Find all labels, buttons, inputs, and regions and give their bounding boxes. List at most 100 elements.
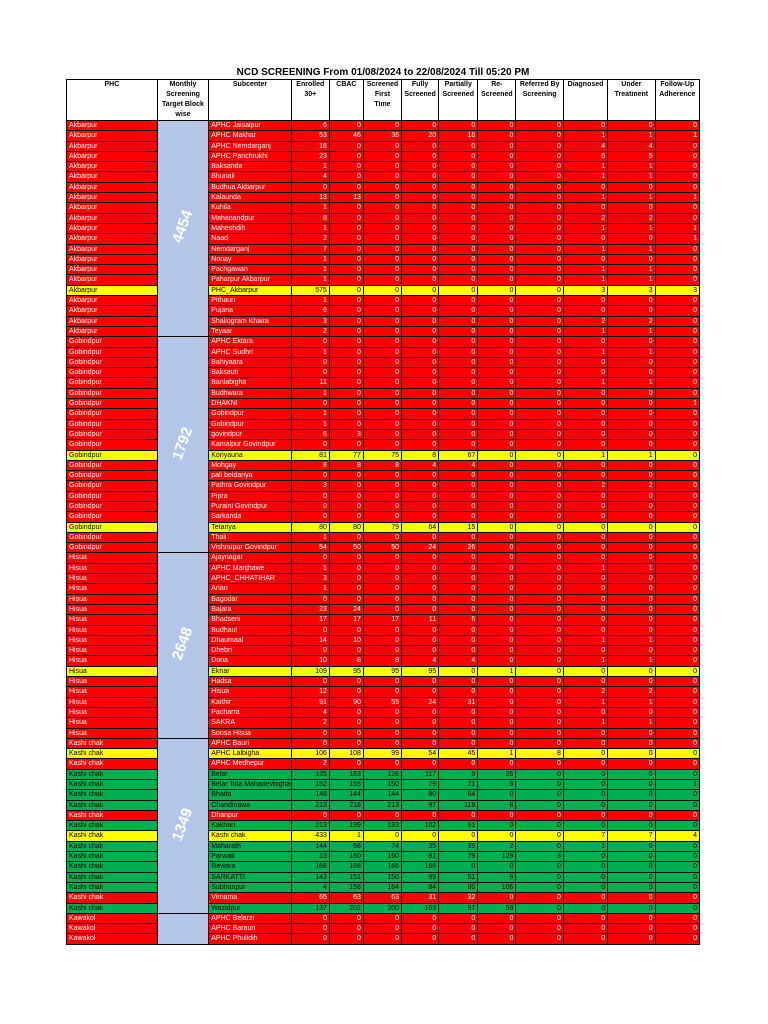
- value-cell: 0: [477, 449, 517, 461]
- ncd-screening-table: PHC Monthly Screening Target Block wise …: [66, 79, 701, 945]
- value-cell: 0: [477, 634, 517, 647]
- value-cell: 0: [562, 676, 609, 688]
- value-cell: 137: [290, 902, 330, 914]
- value-cell: 0: [515, 387, 564, 400]
- value-cell: 0: [328, 676, 364, 688]
- phc-cell: Gobindpur: [66, 480, 158, 492]
- value-cell: 0: [562, 645, 609, 657]
- value-cell: 0: [438, 150, 479, 163]
- value-cell: 0: [438, 408, 479, 420]
- value-cell: 0: [607, 181, 656, 194]
- value-cell: 0: [477, 614, 517, 626]
- value-cell: 0: [290, 367, 330, 379]
- subcenter-cell: Nonay: [208, 253, 292, 266]
- value-cell: 1: [290, 222, 330, 235]
- table-row: Gobindpur Budhwara 1 0 0 0 0 0 0 0 0 0: [66, 387, 701, 400]
- value-cell: 1: [562, 161, 609, 173]
- value-cell: 1: [562, 274, 609, 286]
- phc-cell: Akbarpur: [66, 243, 158, 255]
- subcenter-cell: APHC Panchrukhi: [208, 150, 292, 163]
- value-cell: 0: [562, 809, 609, 822]
- subcenter-cell: Bhadseni: [208, 614, 292, 626]
- subcenter-cell: APHC Medhepur: [208, 758, 292, 770]
- value-cell: 0: [401, 325, 440, 338]
- phc-cell: Akbarpur: [66, 222, 158, 235]
- value-cell: 1: [562, 655, 609, 667]
- value-cell: 0: [515, 480, 564, 492]
- value-cell: 0: [515, 933, 564, 945]
- value-cell: 4: [290, 171, 330, 183]
- value-cell: 0: [562, 428, 609, 441]
- value-cell: 0: [515, 758, 564, 770]
- value-cell: 0: [328, 480, 364, 492]
- subcenter-cell: APHC Jaisalpur: [208, 119, 292, 132]
- value-cell: 0: [362, 119, 403, 132]
- header-screened-first: Screened First Time: [362, 79, 403, 121]
- value-cell: 0: [607, 439, 656, 451]
- phc-cell: Gobindpur: [66, 346, 158, 358]
- value-cell: 0: [562, 614, 609, 626]
- value-cell: 0: [607, 428, 656, 441]
- value-cell: 1: [607, 171, 656, 183]
- value-cell: 0: [401, 686, 440, 698]
- value-cell: 168: [328, 861, 364, 873]
- value-cell: 0: [438, 140, 479, 152]
- value-cell: 0: [607, 645, 656, 657]
- value-cell: 0: [438, 202, 479, 214]
- value-cell: 0: [477, 820, 517, 832]
- value-cell: 0: [438, 418, 479, 430]
- value-cell: 0: [477, 439, 517, 451]
- value-cell: 0: [401, 171, 440, 183]
- value-cell: 0: [328, 264, 364, 276]
- value-cell: 8: [362, 655, 403, 667]
- value-cell: 16: [290, 140, 330, 152]
- value-cell: 0: [607, 789, 656, 801]
- phc-cell: Gobindpur: [66, 428, 158, 441]
- subcenter-cell: Bagodar: [208, 593, 292, 605]
- value-cell: 1: [290, 202, 330, 214]
- value-cell: 0: [515, 583, 564, 595]
- value-cell: 99: [362, 748, 403, 760]
- value-cell: 0: [654, 418, 701, 430]
- subcenter-cell: Dhaumaal: [208, 634, 292, 647]
- value-cell: 0: [607, 336, 656, 348]
- value-cell: 4: [401, 459, 440, 472]
- value-cell: 0: [654, 531, 701, 544]
- value-cell: 0: [438, 634, 479, 647]
- value-cell: 575: [290, 284, 330, 297]
- value-cell: 0: [438, 325, 479, 338]
- phc-cell: Akbarpur: [66, 192, 158, 204]
- value-cell: 0: [562, 912, 609, 925]
- phc-cell: Hisua: [66, 706, 158, 719]
- value-cell: 0: [654, 274, 701, 286]
- value-cell: 0: [515, 233, 564, 245]
- header-referred: Referred By Screening: [515, 79, 564, 121]
- value-cell: 3: [607, 284, 656, 297]
- subcenter-cell: Kalaunda: [208, 192, 292, 204]
- value-cell: 0: [607, 748, 656, 760]
- value-cell: 0: [515, 521, 564, 533]
- value-cell: 0: [607, 119, 656, 132]
- value-cell: 0: [401, 418, 440, 430]
- value-cell: 0: [362, 552, 403, 564]
- value-cell: 0: [515, 449, 564, 461]
- value-cell: 95: [362, 665, 403, 678]
- phc-cell: Gobindpur: [66, 367, 158, 379]
- value-cell: 0: [362, 706, 403, 719]
- phc-cell: Kashi chak: [66, 840, 158, 853]
- subcenter-cell: APHC Ektara: [208, 336, 292, 348]
- value-cell: 35: [401, 840, 440, 853]
- value-cell: 0: [438, 212, 479, 224]
- value-cell: 126: [362, 768, 403, 781]
- value-cell: 0: [401, 119, 440, 132]
- header-followup: Follow-Up Adherence: [654, 79, 701, 121]
- value-cell: 0: [438, 243, 479, 255]
- value-cell: 0: [562, 202, 609, 214]
- value-cell: 0: [654, 171, 701, 183]
- subcenter-cell: Thali: [208, 531, 292, 544]
- value-cell: 200: [362, 902, 403, 914]
- value-cell: 1: [290, 253, 330, 266]
- value-cell: 0: [401, 408, 440, 420]
- value-cell: 0: [654, 655, 701, 667]
- target-cell: 2648: [156, 552, 210, 739]
